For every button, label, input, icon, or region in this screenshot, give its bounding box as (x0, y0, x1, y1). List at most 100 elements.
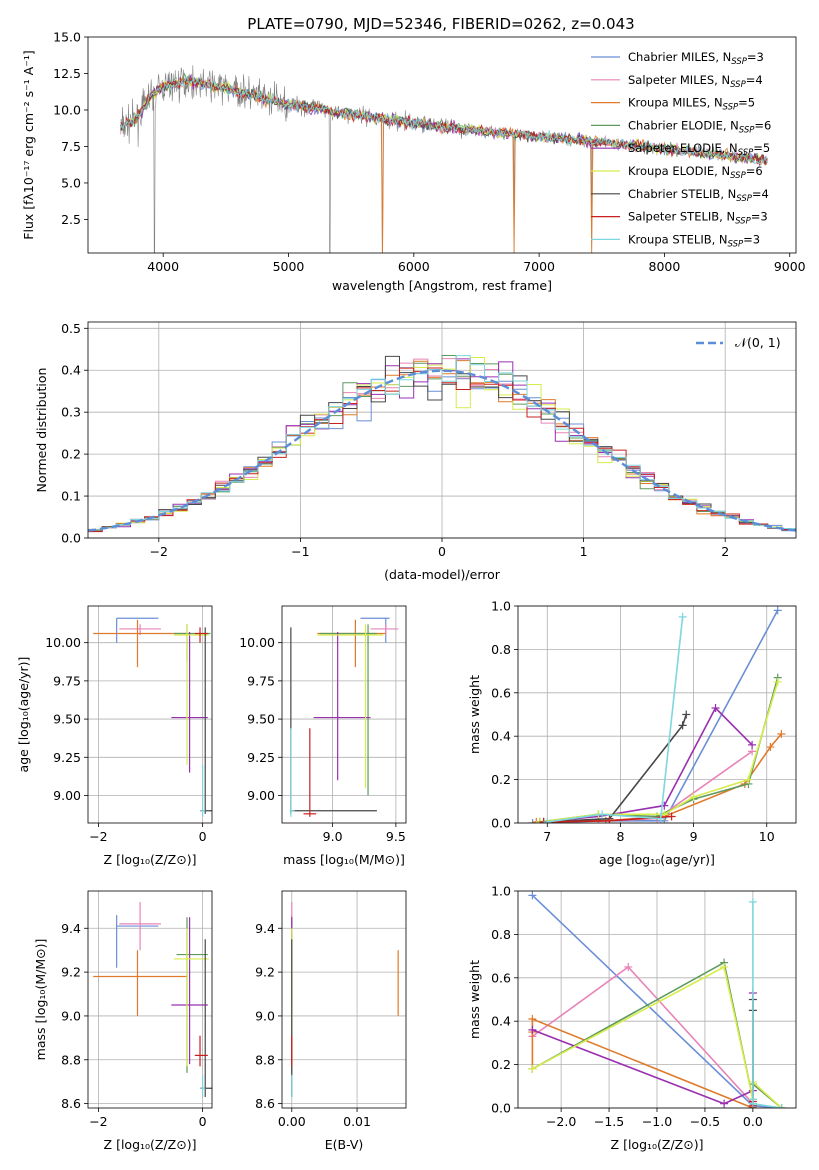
massweight_vs_age-series-kroupa_elodie (535, 677, 782, 823)
age_vs_mass-ytick-label: 10.00 (239, 635, 275, 650)
massweight_vs_age-series-chabrier_elodie (535, 673, 782, 823)
age_vs_mass-point-chabrier_elodie (319, 624, 377, 796)
residuals-xtick-label: 0 (438, 544, 446, 559)
massweight_vs_Z-line (531, 965, 754, 1105)
figure-title: PLATE=0790, MJD=52346, FIBERID=0262, z=0… (247, 15, 634, 33)
spectrum-xtick-label: 7000 (523, 259, 555, 274)
massweight_vs_age-marker (682, 710, 691, 719)
age_vs_mass-point-salpeter_elodie (313, 631, 371, 781)
age_vs_Z-xtick-label: −2 (89, 829, 107, 844)
massweight_vs_Z-marker (777, 1104, 786, 1108)
mass_vs_ebv-ytick-label: 9.0 (255, 1008, 275, 1023)
mass_vs_ebv-xtick-label: 0.00 (278, 1114, 306, 1129)
model-spectrum-kroupa_stelib (120, 76, 768, 165)
mass_vs_Z-plot-area (93, 901, 212, 1098)
massweight_vs_Z-xtick-label: 0.0 (743, 1114, 763, 1129)
mass_vs_Z-point-kroupa_elodie (173, 928, 209, 1067)
mass_vs_Z-xtick-label: −2 (89, 1114, 107, 1129)
residuals-xtick-label: 1 (580, 544, 588, 559)
mass_vs_Z-ytick-label: 8.6 (61, 1096, 81, 1111)
age_vs_Z-ylabel: age [log₁₀(age/yr)] (16, 657, 31, 773)
age_vs_mass-ytick-label: 9.75 (247, 673, 275, 688)
age_vs_mass-plot-area (289, 617, 399, 817)
massweight_vs_age-ytick-label: 0.2 (491, 772, 511, 787)
residuals-ytick-label: 0.5 (61, 321, 81, 336)
legend-entry-chabrier_stelib: Chabrier STELIB, NSSP=4 (628, 187, 769, 204)
mass_vs_Z-ytick-label: 9.2 (61, 965, 81, 980)
massweight_vs_Z-line (752, 901, 782, 1108)
massweight_vs_age-marker (773, 677, 782, 686)
legend-normal-label: 𝒩(0, 1) (735, 335, 781, 350)
spectrum-ytick-label: 2.5 (61, 212, 81, 227)
age_vs_mass-panel: 9.0 9.5 9.00 9.25 9.50 9.75 10.00 mass [log₁₀(M… (239, 605, 407, 867)
mass_vs_ebv-xtick-label: 0.01 (343, 1114, 371, 1129)
massweight_vs_Z-xlabel: Z [log₁₀(Z/Z⊙)] (611, 1137, 704, 1152)
massweight_vs_age-marker (777, 730, 786, 739)
age_vs_Z-panel: −2 0 9.00 9.25 9.50 9.75 10.00 Z [log₁₀(Z/Z⊙)] a… (16, 605, 213, 867)
mass_vs_Z-point-kroupa_stelib (200, 1075, 206, 1098)
mass_vs_ebv-frame (281, 890, 407, 1109)
massweight_vs_age-marker (711, 703, 720, 712)
massweight_vs_age-xtick-label: 10 (759, 829, 775, 844)
age_vs_Z-frame (87, 605, 213, 824)
mass_vs_ebv-ytick-label: 9.4 (255, 921, 275, 936)
massweight_vs_Z-marker (748, 897, 757, 906)
age_vs_mass-frame-group: 9.0 9.5 9.00 9.25 9.50 9.75 10.00 mass [log₁₀(M… (239, 605, 407, 867)
age_vs_Z-xtick-label: 0 (199, 829, 207, 844)
age_vs_Z-xlabel: Z [log₁₀(Z/Z⊙)] (104, 852, 197, 867)
residuals-plot-area (88, 355, 796, 533)
massweight_vs_age-xtick-label: 9 (690, 829, 698, 844)
age_vs_mass-point-kroupa_miles (317, 619, 386, 668)
spectrum-ytick-label: 12.5 (53, 66, 81, 81)
age_vs_Z-point-kroupa_stelib (200, 764, 206, 817)
massweight_vs_age-ytick-label: 0.4 (491, 729, 511, 744)
spectrum-frame (87, 36, 797, 254)
massweight_vs_Z-marker (720, 962, 729, 971)
age_vs_Z-ytick-label: 9.50 (53, 712, 81, 727)
massweight_vs_age-marker (678, 721, 687, 730)
massweight_vs_Z-series-kroupa_stelib (748, 897, 786, 1108)
massweight_vs_age-xtick-label: 8 (616, 829, 624, 844)
massweight_vs_age-panel: 7 8 9 10 0.0 0.2 0.4 0.6 0.8 1.0 age [log₁₀(age/yr… (467, 599, 797, 867)
massweight_vs_age-marker (605, 816, 614, 823)
massweight_vs_age-marker (598, 810, 607, 819)
massweight_vs_age-marker (656, 814, 665, 823)
spectrum-xtick-label: 6000 (398, 259, 430, 274)
massweight_vs_age-line (539, 706, 753, 823)
massweight_vs_Z-marker (720, 1099, 729, 1108)
age_vs_Z-ytick-label: 9.25 (53, 750, 81, 765)
massweight_vs_age-series-salpeter_elodie (535, 703, 757, 823)
residuals-panel: −2 −1 0 1 2 0.0 0.1 0.2 0.3 0.4 0.5 (data-model)/er… (34, 321, 797, 582)
mass_vs_Z-xlabel: Z [log₁₀(Z/Z⊙)] (104, 1137, 197, 1152)
massweight_vs_Z-xtick-label: −1.0 (642, 1114, 672, 1129)
massweight_vs_Z-marker (748, 1099, 757, 1108)
residuals-ylabel: Normed distribution (34, 368, 49, 493)
spectrum-xlabel: wavelength [Angstrom, rest frame] (332, 278, 552, 293)
massweight_vs_age-marker (748, 740, 757, 749)
spectrum-xtick-label: 8000 (649, 259, 681, 274)
massweight_vs_age-line (539, 750, 753, 823)
spectrum-ytick-label: 10.0 (53, 102, 81, 117)
massweight_vs_Z-ytick-label: 1.0 (491, 884, 511, 899)
legend-entry-salpeter_miles: Salpeter MILES, NSSP=4 (628, 73, 763, 90)
age_vs_mass-point-kroupa_stelib (289, 728, 295, 817)
residuals-xtick-label: −1 (291, 544, 309, 559)
age_vs_Z-grid (88, 606, 212, 823)
massweight_vs_age-line (547, 616, 684, 823)
mass_vs_Z-point-salpeter_miles (119, 901, 161, 951)
residuals-ytick-label: 0.4 (61, 363, 81, 378)
mass_vs_ebv-grid (282, 891, 406, 1108)
model-spectrum-salpeter_stelib (120, 77, 768, 165)
mass_vs_Z-xtick-label: 0 (199, 1114, 207, 1129)
massweight_vs_age-marker (543, 817, 552, 823)
massweight_vs_age-marker (667, 812, 676, 821)
massweight_vs_age-xlabel: age [log₁₀(age/yr)] (599, 852, 715, 867)
massweight_vs_Z-series-salpeter_miles (528, 962, 757, 1108)
massweight_vs_Z-frame-group: −2.0 −1.5 −1.0 −0.5 0.0 0.0 0.2 0.4 0.6 0.8 1.0 Z [… (467, 884, 797, 1152)
mass_vs_Z-point-chabrier_elodie (176, 917, 208, 1073)
spectrum-ytick-label: 15.0 (53, 30, 81, 45)
spectrum-xtick-label: 9000 (774, 259, 806, 274)
residuals-ytick-label: 0.1 (61, 489, 81, 504)
age_vs_Z-point-chabrier_miles (116, 617, 159, 643)
